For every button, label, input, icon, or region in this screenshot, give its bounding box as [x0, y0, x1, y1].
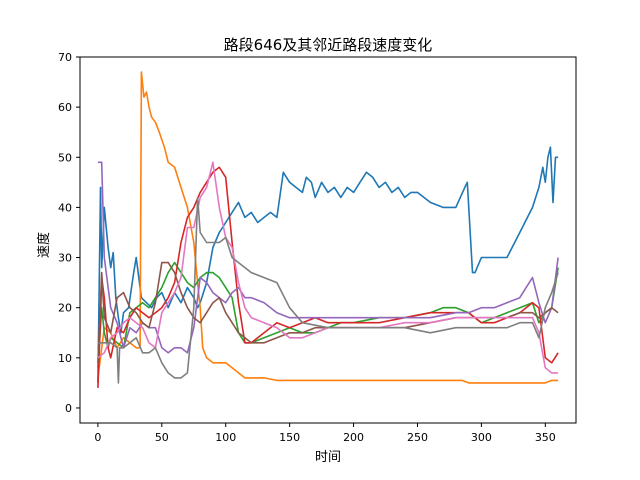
series-lines [97, 71, 559, 388]
y-axis: 0 10 20 30 40 50 60 70 [58, 51, 80, 415]
plot-frame [79, 56, 577, 424]
x-tick-label: 300 [471, 431, 492, 444]
series-line-1 [97, 146, 559, 383]
x-tick-label: 350 [535, 431, 556, 444]
y-tick-label: 0 [65, 402, 72, 415]
y-tick-label: 70 [58, 51, 72, 64]
x-tick-label: 100 [215, 431, 236, 444]
chart-title: 路段646及其邻近路段速度变化 [224, 36, 433, 54]
y-axis-label: 速度 [36, 232, 52, 258]
y-tick-label: 30 [58, 252, 72, 265]
y-tick-label: 60 [58, 101, 72, 114]
y-tick-label: 10 [58, 352, 72, 365]
x-axis: 0 50 100 150 200 250 300 350 [94, 423, 556, 444]
x-tick-label: 0 [94, 431, 101, 444]
x-axis-label: 时间 [315, 450, 341, 465]
y-tick-label: 20 [58, 302, 72, 315]
x-tick-label: 150 [279, 431, 300, 444]
series-line-7 [97, 161, 559, 374]
x-tick-label: 200 [343, 431, 364, 444]
series-line-2 [97, 71, 559, 384]
x-tick-label: 50 [155, 431, 169, 444]
y-tick-label: 50 [58, 151, 72, 164]
y-tick-label: 40 [58, 201, 72, 214]
series-line-8 [97, 196, 559, 384]
x-tick-label: 250 [407, 431, 428, 444]
